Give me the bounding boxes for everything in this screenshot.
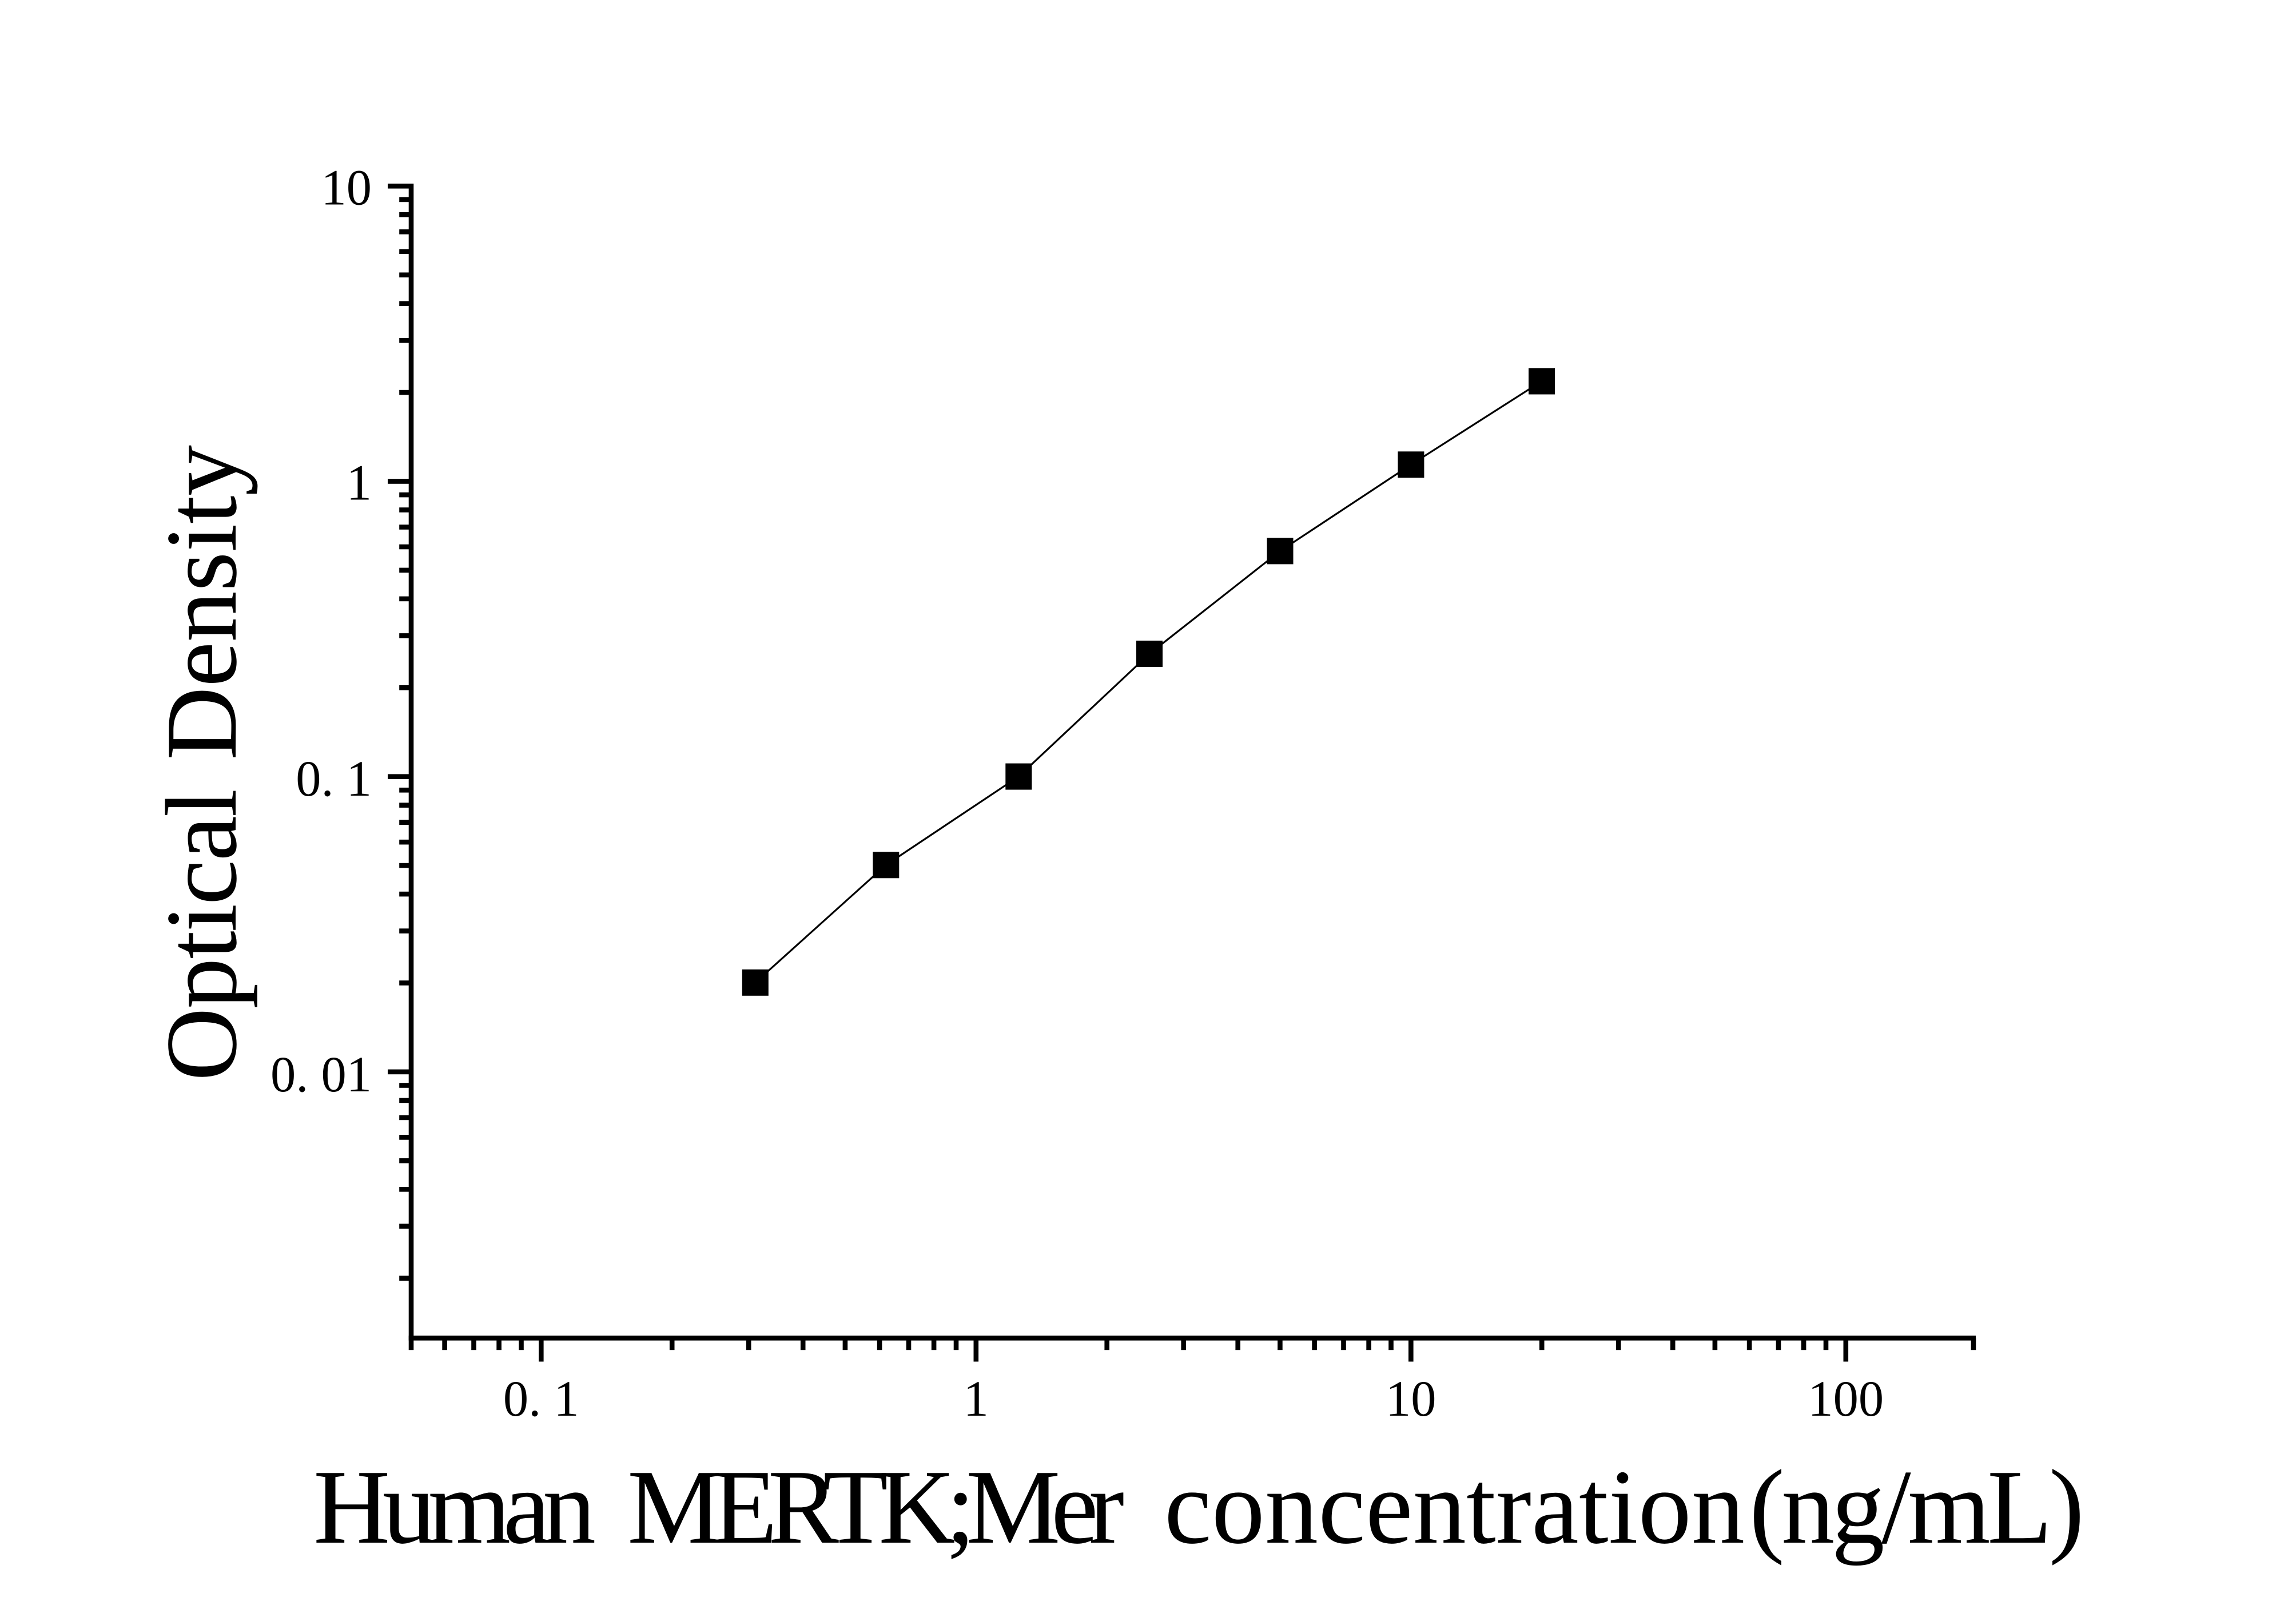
svg-text:Optical: Optical (145, 789, 258, 1081)
svg-text:0. 01: 0. 01 (270, 1047, 372, 1103)
svg-text:0. 1: 0. 1 (503, 1371, 579, 1427)
svg-text:(ng/mL): (ng/mL) (1749, 1448, 2084, 1566)
svg-text:concentration: concentration (1164, 1448, 1745, 1566)
svg-text:10: 10 (321, 160, 372, 216)
svg-text:MERTK;Mer: MERTK;Mer (627, 1448, 1124, 1566)
svg-text:Density: Density (145, 445, 258, 760)
svg-text:Human: Human (313, 1448, 596, 1566)
svg-text:1: 1 (347, 455, 372, 511)
svg-text:1: 1 (964, 1371, 989, 1427)
svg-text:100: 100 (1808, 1371, 1884, 1427)
svg-text:10: 10 (1386, 1371, 1437, 1427)
svg-text:0. 1: 0. 1 (296, 751, 372, 807)
